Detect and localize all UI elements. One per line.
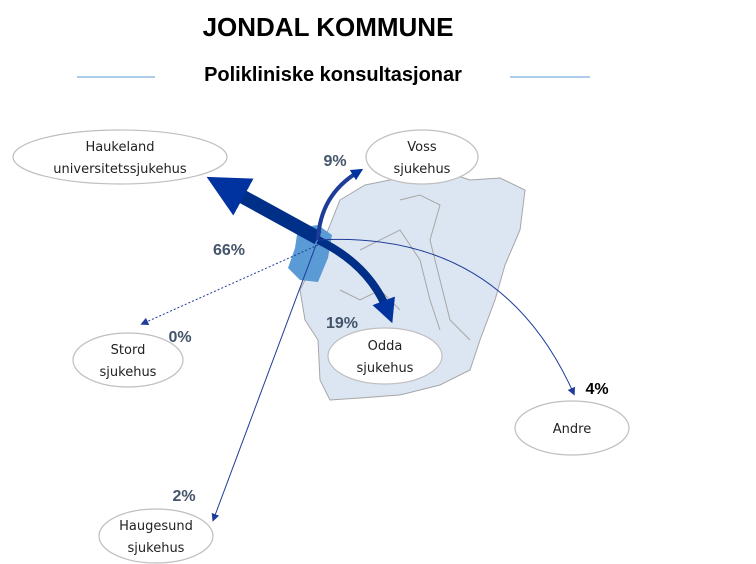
- node-label: sjukehus: [394, 162, 451, 177]
- node-ellipse: [12, 129, 228, 185]
- share-label: 9%: [323, 153, 346, 170]
- node-label: Voss: [407, 140, 437, 155]
- share-label: 66%: [213, 242, 245, 259]
- node-ellipse: [514, 400, 630, 456]
- node-label: sjukehus: [357, 361, 414, 376]
- node-label: Andre: [553, 422, 591, 437]
- subtitle: Polikliniske konsultasjonar: [204, 64, 462, 86]
- node-label: Odda: [368, 339, 403, 354]
- share-label: 4%: [585, 381, 608, 398]
- node-label: Haugesund: [119, 519, 193, 534]
- share-label: 19%: [326, 315, 358, 332]
- node-label: sjukehus: [100, 365, 157, 380]
- title: JONDAL KOMMUNE: [203, 12, 454, 42]
- nodes: Haukeland universitetssjukehus 66% Voss sjuk…: [12, 129, 630, 564]
- node-label: Haukeland: [85, 140, 154, 155]
- share-label: 2%: [172, 488, 195, 505]
- node-label: sjukehus: [128, 541, 185, 556]
- node-ellipse: [327, 327, 443, 385]
- node-ellipse: [72, 332, 184, 388]
- node-ellipse: [98, 508, 214, 564]
- share-label: 0%: [168, 329, 191, 346]
- arrows: [140, 168, 576, 522]
- node-label: universitetssjukehus: [53, 162, 187, 177]
- node-ellipse: [365, 129, 479, 185]
- node-label: Stord: [111, 343, 146, 358]
